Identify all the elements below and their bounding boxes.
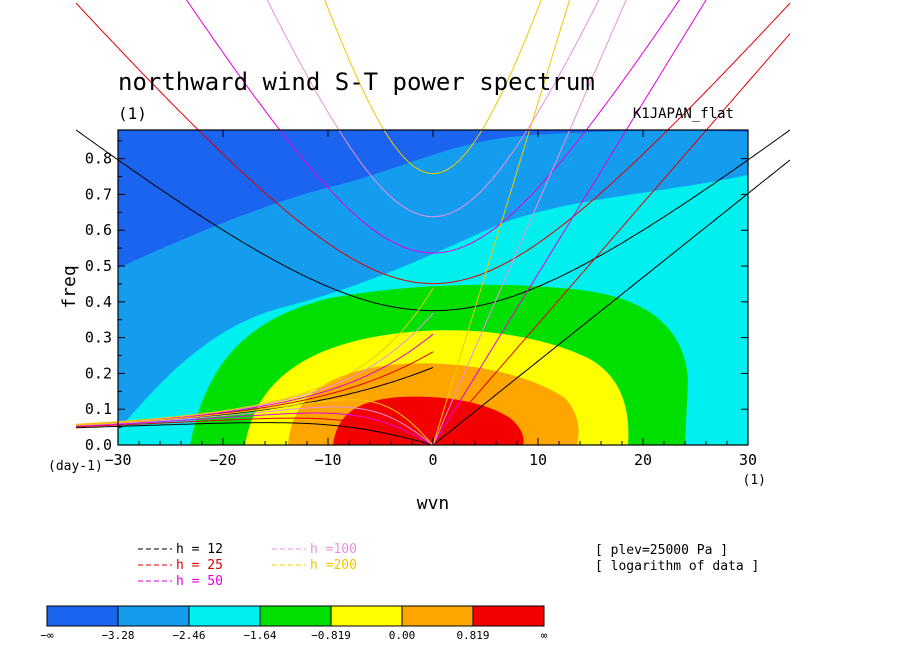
annotation-plev: [ plev=25000 Pa ] (595, 543, 728, 558)
colorbar-segment (117, 605, 190, 627)
y-tick-label: 0.4 (85, 293, 112, 311)
x-tick-label: 0 (428, 451, 437, 469)
x-axis-label: wvn (417, 493, 450, 514)
ig-curve-h100 (266, 0, 600, 218)
x-axis-unit: (1) (743, 473, 766, 488)
colorbar-segment (259, 605, 332, 627)
y-axis-unit: (day-1) (48, 459, 103, 474)
legend-label: h =100 (310, 542, 357, 557)
y-tick-label: 0.5 (85, 257, 112, 275)
ig-curve-h12 (75, 129, 791, 312)
y-tick-label: 0.8 (85, 150, 112, 168)
ig-curve-h25 (75, 2, 791, 285)
y-tick-label: 0.6 (85, 221, 112, 239)
rossby-curve-h50 (75, 412, 434, 445)
y-axis-label: freq (59, 265, 80, 308)
kelvin-curve-h12 (432, 159, 791, 445)
y-tick-label: 0.7 (85, 185, 112, 203)
y-tick-label: 0.0 (85, 436, 112, 454)
colorbar-segment (472, 605, 545, 627)
y-tick-label: 0.2 (85, 364, 112, 382)
legend-label: h =200 (310, 558, 357, 573)
legend-label: h = 50 (176, 574, 223, 589)
x-tick-label: 20 (634, 451, 652, 469)
y-tick-label: 0.3 (85, 329, 112, 347)
rossby-curve-h200 (75, 399, 434, 445)
colorbar-label: −3.28 (101, 629, 134, 642)
chart-title: northward wind S-T power spectrum (118, 68, 595, 96)
contour-bands (118, 130, 748, 445)
kelvin-curve-h200 (432, 0, 571, 445)
kelvin-curve-h100 (432, 0, 627, 445)
ig-curve-h50 (186, 0, 680, 254)
x-tick-label: −10 (314, 451, 341, 469)
colorbar-segment (46, 605, 119, 627)
colorbar-segment (188, 605, 261, 627)
experiment-label: K1JAPAN_flat (633, 106, 734, 122)
x-tick-label: 10 (529, 451, 547, 469)
y-axis: 0.0 0.1 0.2 0.3 0.4 0.5 0.6 0.7 0.8 (85, 140, 748, 454)
mrg-curve-h200 (75, 288, 434, 425)
colorbar-label: −∞ (40, 629, 54, 642)
color-bar: −∞ −3.28 −2.46 −1.64 −0.819 0.00 0.819 ∞ (40, 605, 548, 642)
x-tick-label: −20 (209, 451, 236, 469)
colorbar-label: ∞ (541, 629, 548, 642)
kelvin-curve-h25 (432, 33, 791, 445)
legend-label: h = 25 (176, 558, 223, 573)
colorbar-segment (401, 605, 474, 627)
colorbar-segment (330, 605, 403, 627)
ig-curve-h200 (324, 0, 542, 175)
kelvin-curve-h50 (432, 0, 707, 445)
rossby-curve-h100 (75, 406, 434, 445)
colorbar-label: −0.819 (311, 629, 351, 642)
annotation-log: [ logarithm of data ] (595, 559, 759, 574)
colorbar-label: −2.46 (172, 629, 205, 642)
legend-label: h = 12 (176, 542, 223, 557)
y-tick-label: 0.1 (85, 400, 112, 418)
x-axis: −30 −20 −10 0 10 20 30 (104, 130, 757, 469)
x-tick-label: 30 (739, 451, 757, 469)
x-tick-label: −30 (104, 451, 131, 469)
colorbar-label: 0.00 (389, 629, 416, 642)
dispersion-curves (75, 0, 791, 445)
rossby-curve-h12 (75, 422, 434, 445)
colorbar-label: 0.819 (456, 629, 489, 642)
contour-band-7 (333, 396, 524, 445)
colorbar-label: −1.64 (243, 629, 276, 642)
rossby-curve-h25 (75, 417, 434, 445)
chart-subtitle: (1) (118, 104, 147, 123)
